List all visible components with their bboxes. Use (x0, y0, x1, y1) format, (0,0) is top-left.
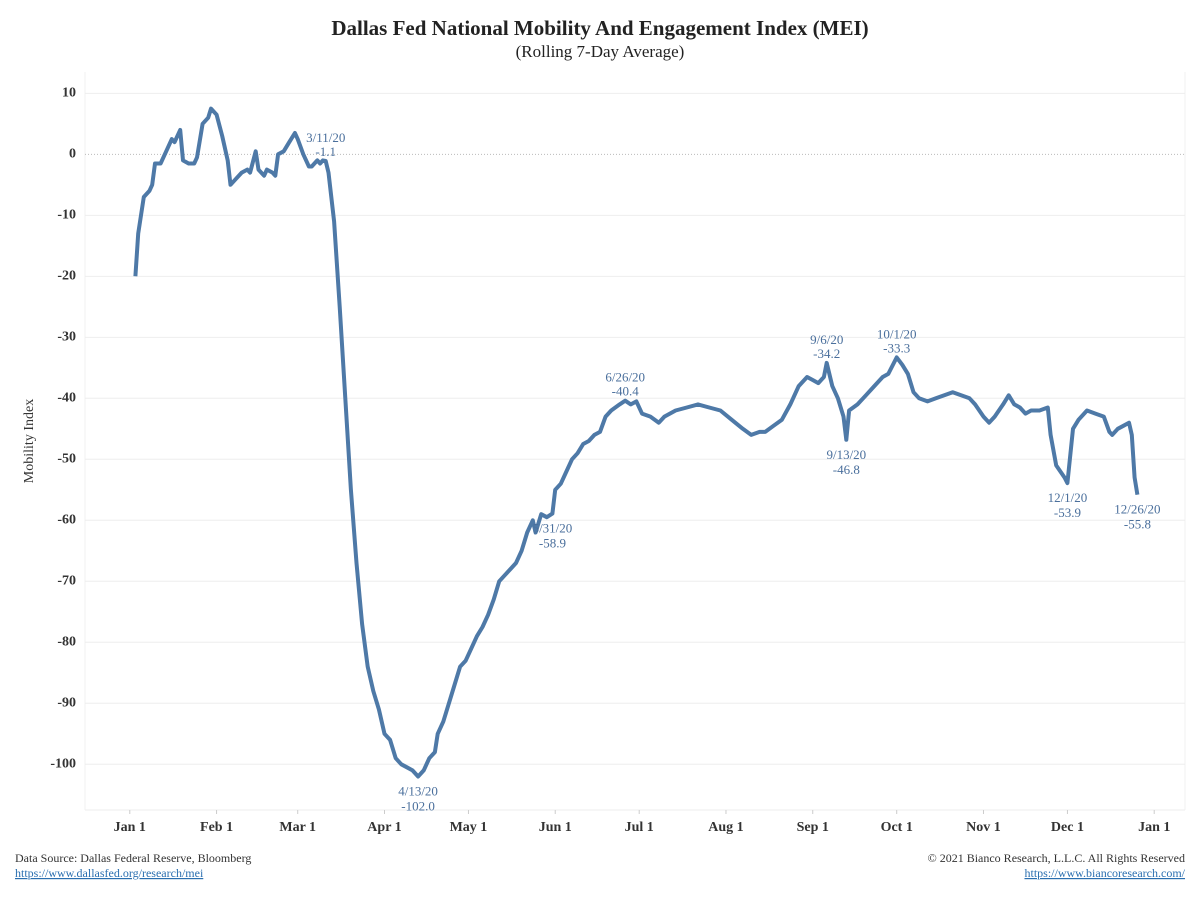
x-tick-label: Nov 1 (966, 820, 1001, 835)
y-tick-label: -20 (57, 269, 76, 284)
x-tick-label: Feb 1 (200, 820, 233, 835)
y-tick-label: 0 (69, 147, 76, 162)
x-tick-label: Dec 1 (1051, 820, 1084, 835)
annotation-value: -102.0 (401, 798, 435, 813)
annotation-date: 9/6/20 (810, 332, 843, 347)
annotation-value: -58.9 (539, 536, 566, 551)
data-line (133, 106, 1140, 779)
annotation-date: 9/13/20 (826, 447, 866, 462)
x-tick-label: Jun 1 (539, 820, 572, 835)
x-tick-label: Jul 1 (625, 820, 654, 835)
x-tick-label: Mar 1 (279, 820, 316, 835)
site-link[interactable]: https://www.biancoresearch.com/ (1024, 866, 1185, 880)
annotation-date: 12/1/20 (1048, 490, 1088, 505)
y-tick-label: -10 (57, 208, 76, 223)
y-tick-label: -30 (57, 330, 76, 345)
y-tick-label: -40 (57, 391, 76, 406)
annotation-date: 4/13/20 (398, 783, 438, 798)
y-tick-label: -50 (57, 452, 76, 467)
x-tick-label: Sep 1 (797, 820, 829, 835)
source-link[interactable]: https://www.dallasfed.org/research/mei (15, 866, 204, 880)
annotation-value: -55.8 (1124, 517, 1151, 532)
x-tick-label: Aug 1 (708, 820, 743, 835)
annotation-date: 12/26/20 (1114, 502, 1160, 517)
annotation-value: -46.8 (833, 462, 860, 477)
y-tick-label: -70 (57, 573, 76, 588)
annotation-value: -53.9 (1054, 505, 1081, 520)
y-tick-label: 10 (62, 86, 76, 101)
copyright-text: © 2021 Bianco Research, L.L.C. All Right… (928, 851, 1185, 865)
annotation-value: -1.1 (315, 144, 336, 159)
x-tick-label: Jan 1 (1138, 820, 1170, 835)
chart-title: Dallas Fed National Mobility And Engagem… (331, 16, 868, 40)
annotation-date: 10/1/20 (877, 326, 917, 341)
x-tick-label: Apr 1 (367, 820, 401, 835)
y-axis-label: Mobility Index (22, 399, 37, 483)
annotation-value: -33.3 (883, 340, 910, 355)
annotation-value: -40.4 (612, 384, 640, 399)
source-text: Data Source: Dallas Federal Reserve, Blo… (15, 851, 251, 865)
x-tick-label: May 1 (450, 820, 488, 835)
annotation-date: 6/26/20 (605, 370, 645, 385)
y-tick-label: -100 (50, 756, 76, 771)
y-tick-label: -60 (57, 513, 76, 528)
x-tick-label: Oct 1 (881, 820, 913, 835)
y-tick-label: -80 (57, 634, 76, 649)
annotation-value: -34.2 (813, 346, 840, 361)
annotation-date: 5/31/20 (533, 521, 573, 536)
annotation-date: 3/11/20 (306, 130, 345, 145)
chart-subtitle: (Rolling 7-Day Average) (516, 42, 685, 61)
x-tick-label: Jan 1 (114, 820, 146, 835)
y-tick-label: -90 (57, 695, 76, 710)
